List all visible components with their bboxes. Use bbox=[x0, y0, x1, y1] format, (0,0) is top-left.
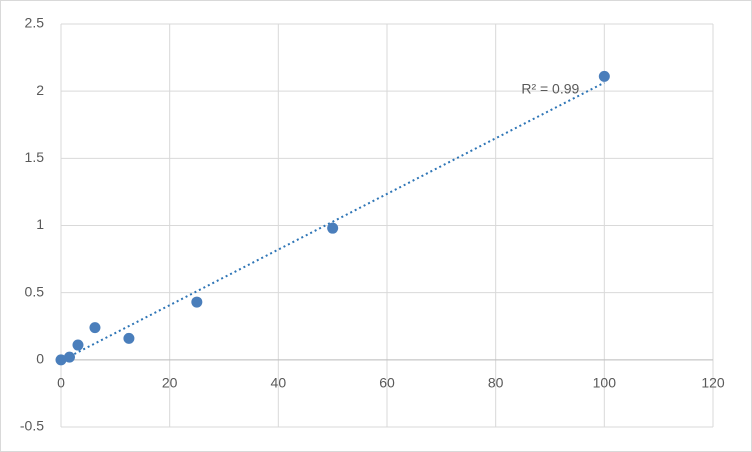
y-tick-label: 1 bbox=[36, 216, 44, 232]
x-tick-label: 100 bbox=[593, 375, 617, 391]
y-tick-label: 0 bbox=[36, 351, 44, 367]
point bbox=[89, 322, 101, 334]
point bbox=[598, 70, 610, 82]
y-tick-label: 1.5 bbox=[25, 149, 45, 165]
x-tick-label: 0 bbox=[57, 375, 65, 391]
point bbox=[123, 332, 135, 344]
x-tick-label: 80 bbox=[488, 375, 504, 391]
y-tick-label: 2.5 bbox=[25, 15, 45, 31]
y-tick-label: -0.5 bbox=[20, 418, 44, 434]
x-tick-label: 20 bbox=[162, 375, 178, 391]
point bbox=[191, 296, 203, 308]
point bbox=[327, 222, 339, 234]
point bbox=[55, 354, 67, 366]
point bbox=[72, 339, 84, 351]
point bbox=[63, 351, 75, 363]
trendline bbox=[60, 81, 605, 362]
x-tick-label: 40 bbox=[271, 375, 287, 391]
x-tick-label: 60 bbox=[379, 375, 395, 391]
y-tick-label: 2 bbox=[36, 82, 44, 98]
trendline-label: R² = 0.99 bbox=[521, 80, 579, 96]
x-tick-label: 120 bbox=[701, 375, 725, 391]
y-tick-label: 0.5 bbox=[25, 283, 45, 299]
